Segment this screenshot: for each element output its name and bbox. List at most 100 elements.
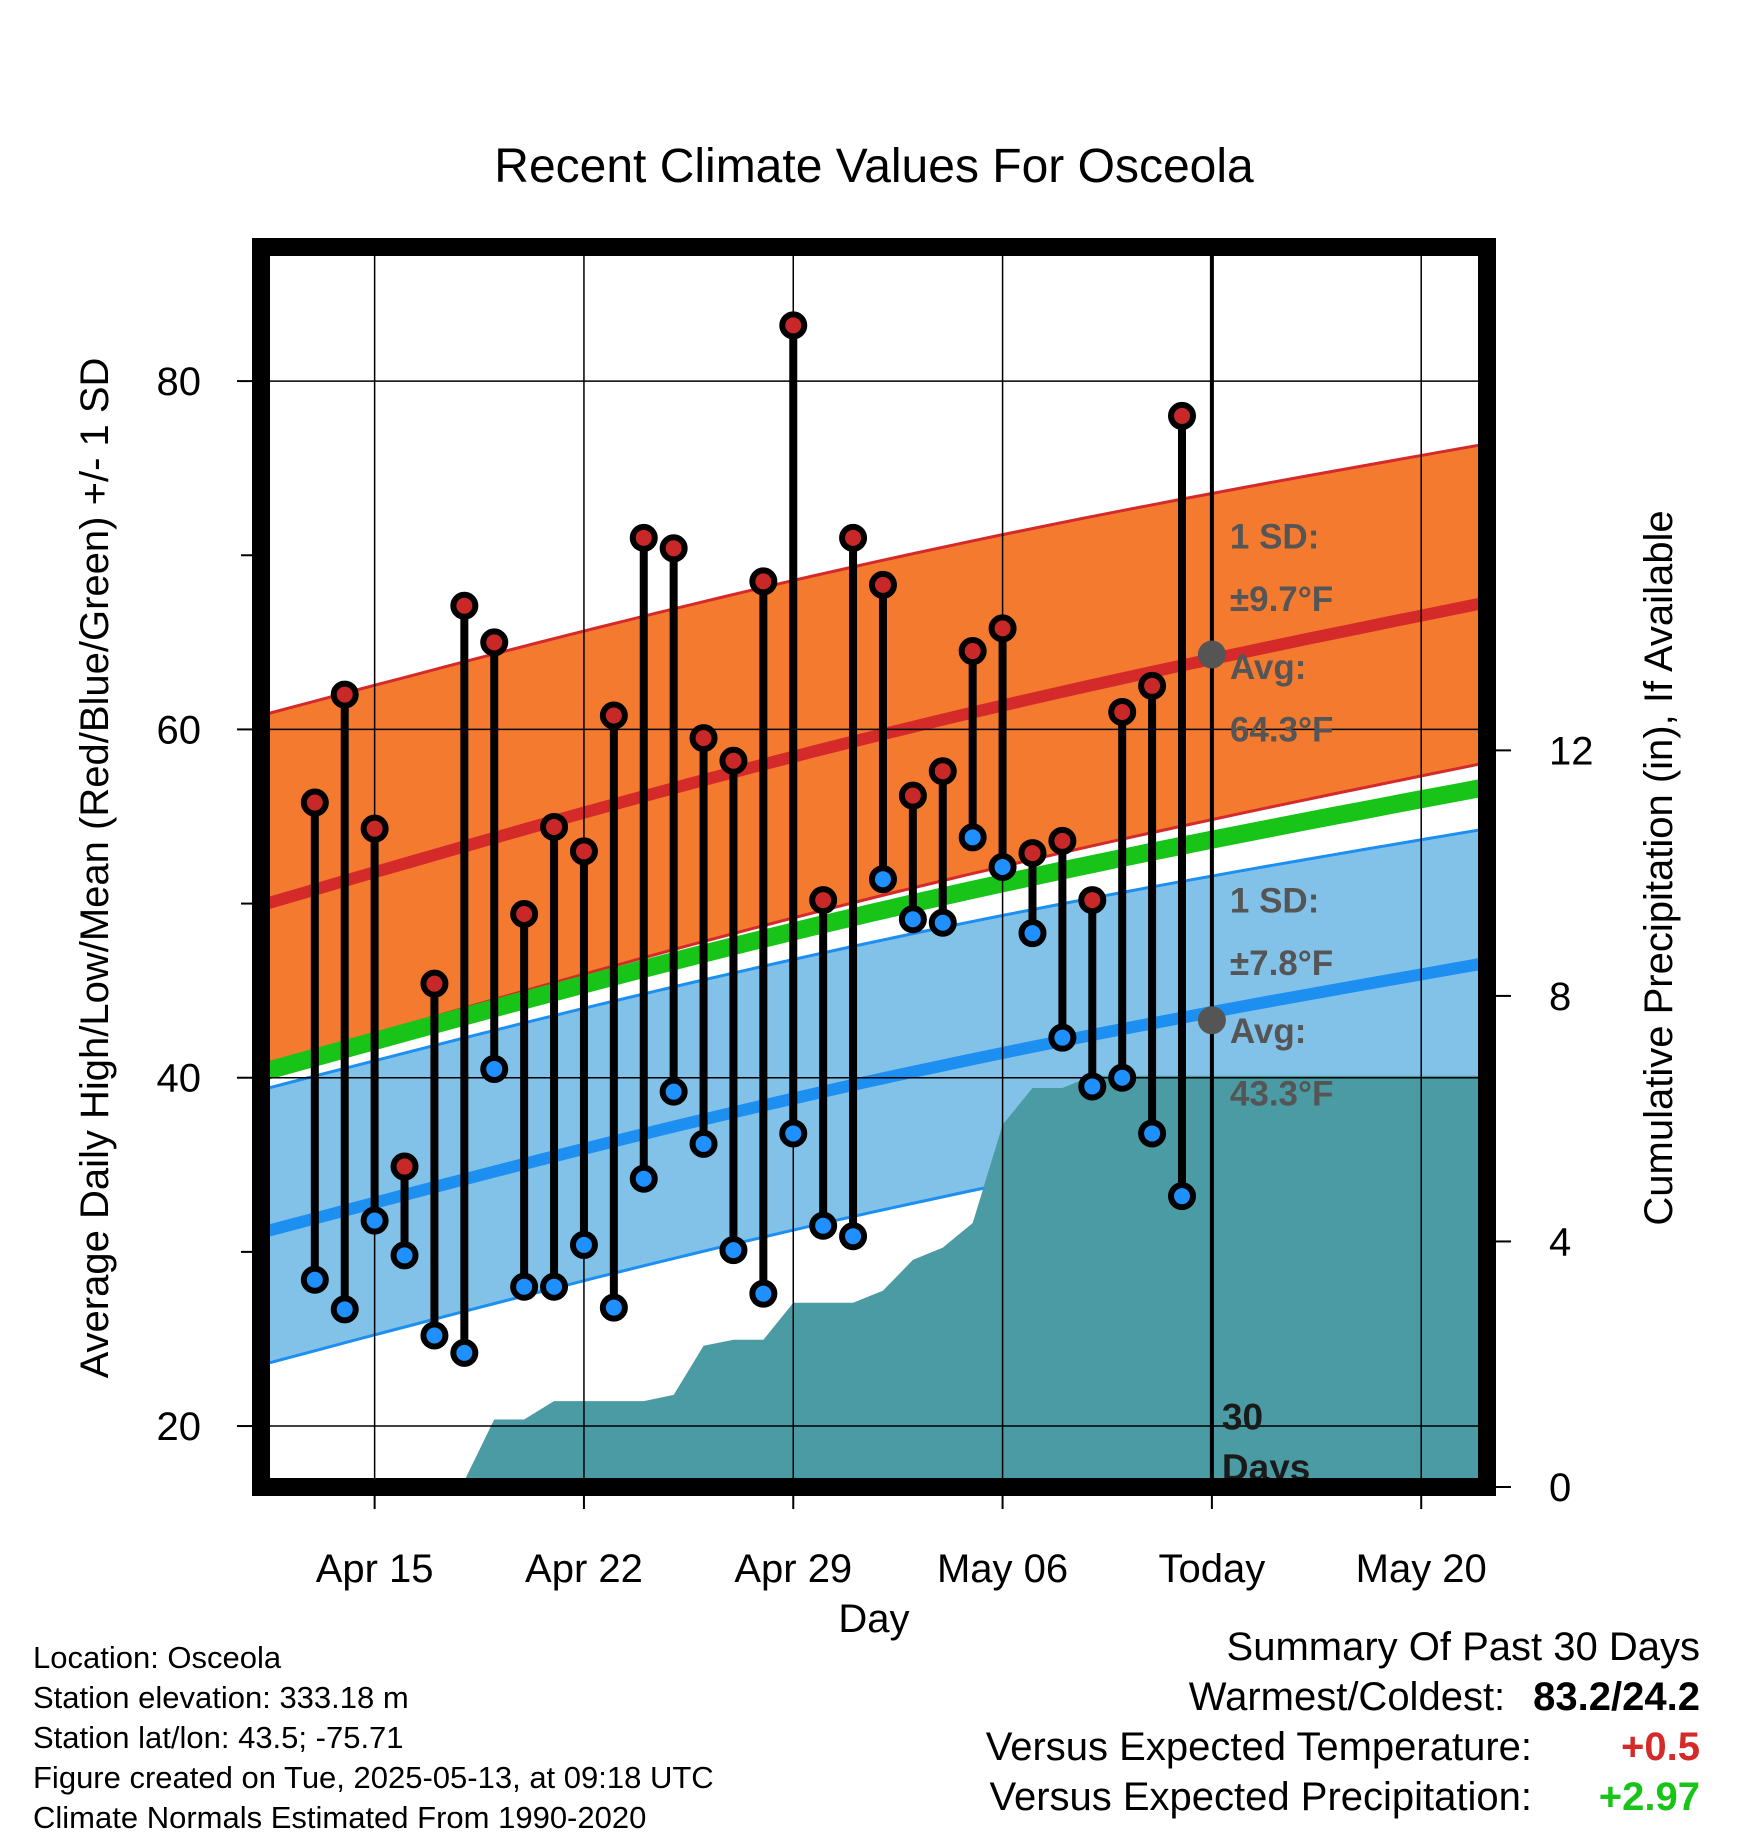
daily-low-marker xyxy=(330,1295,359,1324)
daily-low-marker xyxy=(510,1272,539,1301)
daily-high-marker xyxy=(1167,401,1196,430)
station-location: Location: Osceola xyxy=(33,1640,282,1675)
daily-low-marker xyxy=(450,1338,479,1367)
daily-high-marker xyxy=(599,701,628,730)
precip-tick-label: 12 xyxy=(1549,729,1594,773)
x-tick-label: May 06 xyxy=(937,1547,1068,1591)
today-avg-high-marker xyxy=(1197,640,1226,669)
x-axis-label: Day xyxy=(838,1597,909,1641)
daily-low-marker xyxy=(599,1293,628,1322)
daily-low-marker xyxy=(958,823,987,852)
daily-high-marker xyxy=(809,886,838,915)
summary-precip-row: Versus Expected Precipitation: +2.97 xyxy=(986,1772,1700,1822)
daily-low-marker xyxy=(898,905,927,934)
daily-high-marker xyxy=(300,788,329,817)
daily-high-marker xyxy=(1138,671,1167,700)
y-tick-label: 80 xyxy=(157,360,202,404)
daily-high-marker xyxy=(420,969,449,998)
daily-high-marker xyxy=(1018,839,1047,868)
temp-anomaly-label: Versus Expected Temperature: xyxy=(985,1725,1532,1769)
y-axis-label: Average Daily High/Low/Mean (Red/Blue/Gr… xyxy=(73,358,117,1379)
daily-low-marker xyxy=(569,1230,598,1259)
daily-high-marker xyxy=(360,814,389,843)
warm-cold-value: 83.2/24.2 xyxy=(1533,1675,1700,1719)
x-tick-label: Apr 29 xyxy=(734,1547,852,1591)
summary-temp-row: Versus Expected Temperature: +0.5 xyxy=(986,1722,1700,1772)
summary-warm-cold-row: Warmest/Coldest: 83.2/24.2 xyxy=(986,1672,1700,1722)
daily-low-marker xyxy=(300,1265,329,1294)
high-sd-label: 1 SD: xyxy=(1230,517,1319,556)
precip-tick-label: 8 xyxy=(1549,975,1571,1019)
daily-low-marker xyxy=(809,1211,838,1240)
daily-high-marker xyxy=(689,724,718,753)
daily-high-marker xyxy=(898,781,927,810)
daily-low-marker xyxy=(719,1236,748,1265)
daily-high-marker xyxy=(450,591,479,620)
daily-low-marker xyxy=(868,865,897,894)
daily-high-marker xyxy=(1078,886,1107,915)
low-sd-label: 1 SD: xyxy=(1230,881,1319,920)
daily-high-marker xyxy=(988,614,1017,643)
figure-created: Figure created on Tue, 2025-05-13, at 09… xyxy=(33,1760,714,1795)
daily-high-marker xyxy=(839,523,868,552)
y-axis-label-right: Cumulative Precipitation (in), If Availa… xyxy=(1637,510,1681,1225)
x-tick-label: Apr 15 xyxy=(316,1547,434,1591)
daily-low-marker xyxy=(480,1055,509,1084)
days-count-label: 30 xyxy=(1222,1397,1263,1438)
y-tick-label: 20 xyxy=(157,1405,202,1449)
daily-high-marker xyxy=(719,746,748,775)
daily-low-marker xyxy=(390,1241,419,1270)
low-sd-value: ±7.8°F xyxy=(1230,944,1333,983)
daily-high-marker xyxy=(1048,826,1077,855)
daily-high-marker xyxy=(868,570,897,599)
daily-low-marker xyxy=(689,1129,718,1158)
precip-anomaly-value: +2.97 xyxy=(1598,1775,1700,1819)
daily-low-marker xyxy=(928,908,957,937)
plot-frame xyxy=(252,238,1496,1496)
precip-tick-label: 0 xyxy=(1549,1466,1571,1510)
daily-high-marker xyxy=(779,311,808,340)
high-avg-value: 64.3°F xyxy=(1230,711,1334,750)
daily-low-marker xyxy=(1108,1063,1137,1092)
high-avg-label: Avg: xyxy=(1230,648,1306,687)
y-tick-label: 60 xyxy=(157,708,202,752)
daily-high-marker xyxy=(1108,698,1137,726)
x-tick-label: May 20 xyxy=(1356,1547,1487,1591)
low-avg-label: Avg: xyxy=(1230,1012,1306,1051)
daily-low-marker xyxy=(1078,1072,1107,1101)
daily-low-marker xyxy=(988,853,1017,881)
y-tick-label: 40 xyxy=(157,1057,202,1101)
station-elevation: Station elevation: 333.18 m xyxy=(33,1680,409,1715)
chart-title: Recent Climate Values For Osceola xyxy=(494,140,1254,193)
daily-low-marker xyxy=(1018,919,1047,948)
summary-heading: Summary Of Past 30 Days xyxy=(1226,1625,1700,1669)
daily-high-marker xyxy=(928,757,957,786)
daily-low-marker xyxy=(839,1222,868,1251)
daily-high-marker xyxy=(480,628,509,657)
high-sd-value: ±9.7°F xyxy=(1230,580,1333,619)
daily-high-marker xyxy=(330,680,359,709)
daily-low-marker xyxy=(1167,1182,1196,1211)
daily-low-marker xyxy=(1048,1023,1077,1052)
daily-low-marker xyxy=(749,1279,778,1308)
daily-high-marker xyxy=(569,837,598,866)
daily-low-marker xyxy=(1138,1119,1167,1148)
today-avg-low-marker xyxy=(1197,1006,1226,1035)
daily-high-marker xyxy=(629,523,658,552)
x-tick-label: Apr 22 xyxy=(525,1547,643,1591)
daily-high-marker xyxy=(510,900,539,929)
precip-tick-label: 4 xyxy=(1549,1220,1571,1264)
warm-cold-label: Warmest/Coldest: xyxy=(1188,1675,1506,1719)
daily-high-marker xyxy=(659,534,688,563)
plot-area: 1 SD: ±9.7°F Avg: 64.3°F 1 SD: ±7.8°F Avg: 43.3… xyxy=(157,238,1594,1591)
daily-low-marker xyxy=(540,1272,569,1301)
x-tick-label: Today xyxy=(1159,1547,1266,1591)
daily-high-marker xyxy=(540,812,569,841)
temp-anomaly-value: +0.5 xyxy=(1621,1725,1700,1769)
daily-low-marker xyxy=(420,1321,449,1350)
daily-low-marker xyxy=(629,1164,658,1193)
climate-normals-note: Climate Normals Estimated From 1990-2020 xyxy=(33,1800,647,1835)
summary-panel: Summary Of Past 30 Days Warmest/Coldest:… xyxy=(986,1622,1700,1822)
daily-low-marker xyxy=(779,1119,808,1148)
